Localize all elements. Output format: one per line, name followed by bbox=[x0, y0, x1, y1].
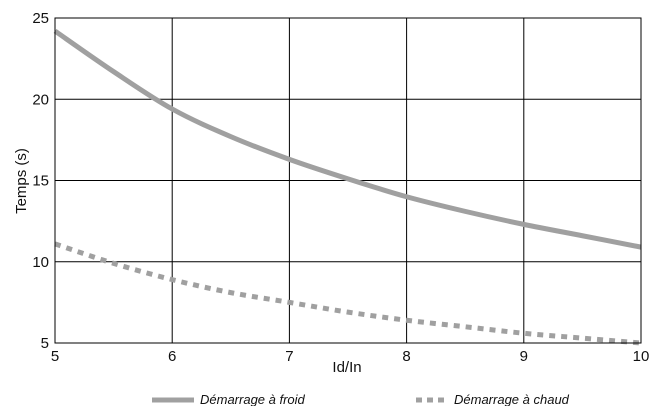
x-tick-label: 7 bbox=[285, 348, 293, 365]
legend-label: Démarrage à froid bbox=[200, 392, 306, 406]
series-layer bbox=[53, 28, 642, 346]
x-tick-label: 9 bbox=[520, 348, 528, 365]
series-line-chaud bbox=[54, 241, 642, 346]
plot-frame bbox=[54, 17, 642, 344]
y-tick-label: 20 bbox=[32, 91, 49, 108]
x-tick-label: 5 bbox=[51, 348, 59, 365]
x-tick-label: 6 bbox=[168, 348, 176, 365]
y-axis-label: Temps (s) bbox=[13, 148, 30, 214]
y-tick-label: 10 bbox=[32, 254, 49, 271]
series-line-froid bbox=[53, 28, 642, 250]
x-tick-label: 10 bbox=[633, 348, 650, 365]
y-tick-labels: 5 10 15 20 25 bbox=[32, 10, 49, 352]
legend-label: Démarrage à chaud bbox=[454, 392, 570, 406]
x-tick-label: 8 bbox=[402, 348, 410, 365]
x-tick-labels: 5 6 7 8 9 10 bbox=[51, 348, 650, 365]
legend: Démarrage à froid Démarrage à chaud bbox=[152, 392, 570, 406]
y-tick-label: 25 bbox=[32, 10, 49, 27]
x-axis-label: Id/In bbox=[332, 359, 361, 376]
y-tick-label: 5 bbox=[41, 335, 49, 352]
y-tick-label: 15 bbox=[32, 173, 49, 190]
